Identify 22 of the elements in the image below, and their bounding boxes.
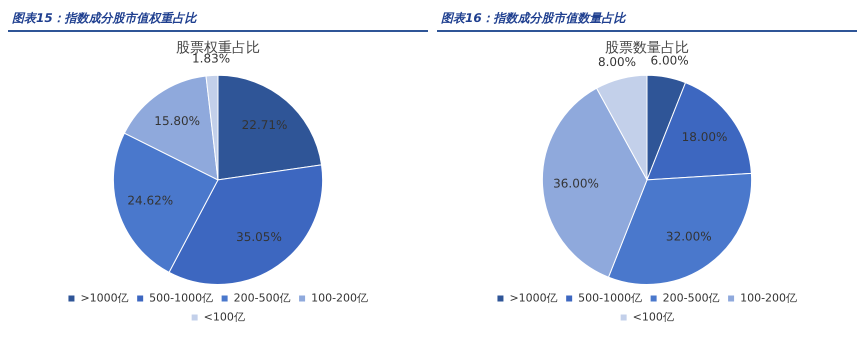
legend-label: 500-1000亿 xyxy=(149,291,214,304)
legend-label: 500-1000亿 xyxy=(578,291,642,304)
data-label: 36.00% xyxy=(553,176,599,190)
chart-subtitle: 股票数量占比 xyxy=(605,40,689,56)
data-label: 6.00% xyxy=(650,54,689,68)
chart-title: 图表16：指数成分股市值数量占比 xyxy=(437,8,857,32)
data-label: 32.00% xyxy=(666,230,712,244)
data-label: 18.00% xyxy=(682,130,728,144)
data-label: 15.80% xyxy=(154,114,200,128)
legend-label: >1000亿 xyxy=(509,291,558,304)
data-label: 35.05% xyxy=(236,230,282,244)
legend-label: 100-200亿 xyxy=(740,291,798,304)
data-label: 22.71% xyxy=(242,118,288,132)
data-label: 8.00% xyxy=(598,55,636,70)
legend-label: >1000亿 xyxy=(80,291,129,304)
legend-label: <100亿 xyxy=(204,310,245,324)
data-label: 24.62% xyxy=(127,194,174,208)
legend-label: 100-200亿 xyxy=(311,291,368,304)
legend-label: 200-500亿 xyxy=(662,291,720,304)
legend-label: <100亿 xyxy=(632,310,674,324)
legend-label: 200-500亿 xyxy=(234,291,291,304)
chart-title: 图表15：指数成分股市值权重占比 xyxy=(8,8,428,32)
